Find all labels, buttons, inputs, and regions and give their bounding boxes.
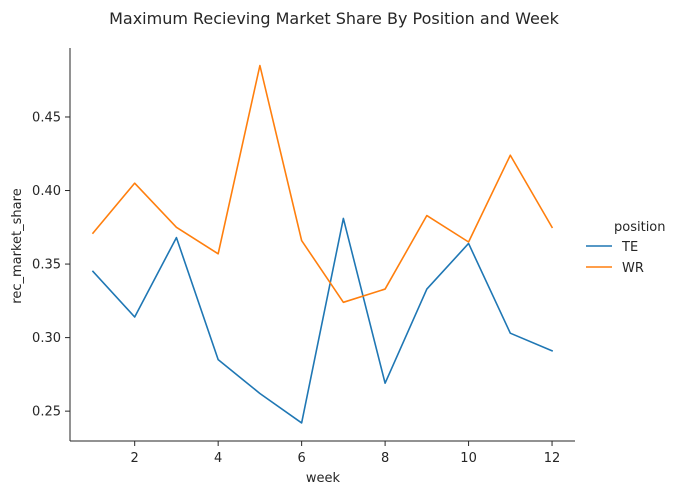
axes xyxy=(69,48,575,442)
legend-title: position xyxy=(614,220,666,235)
legend: position TE WR xyxy=(586,220,666,276)
legend-items: TE WR xyxy=(586,240,644,276)
legend-label-wr: WR xyxy=(622,261,644,276)
y-tick-label: 0.35 xyxy=(32,258,61,273)
x-tick-label: 10 xyxy=(460,451,477,466)
y-tick-label: 0.25 xyxy=(32,405,61,420)
series-lines xyxy=(91,64,554,424)
x-tick-label: 4 xyxy=(214,451,222,466)
series-line-wr xyxy=(91,64,554,304)
x-ticks: 2 4 6 8 10 12 xyxy=(131,441,561,466)
series-line-te xyxy=(91,217,554,424)
y-tick-label: 0.40 xyxy=(32,184,61,199)
x-axis-label: week xyxy=(306,471,341,486)
x-tick-label: 2 xyxy=(131,451,139,466)
y-tick-label: 0.45 xyxy=(32,110,61,125)
chart-title: Maximum Recieving Market Share By Positi… xyxy=(109,9,560,28)
y-tick-label: 0.30 xyxy=(32,331,61,346)
legend-label-te: TE xyxy=(621,240,638,255)
x-tick-label: 6 xyxy=(297,451,305,466)
x-tick-label: 8 xyxy=(381,451,389,466)
y-ticks: 0.25 0.30 0.35 0.40 0.45 xyxy=(32,110,70,420)
y-axis-label: rec_market_share xyxy=(10,188,25,303)
x-tick-label: 12 xyxy=(544,451,561,466)
